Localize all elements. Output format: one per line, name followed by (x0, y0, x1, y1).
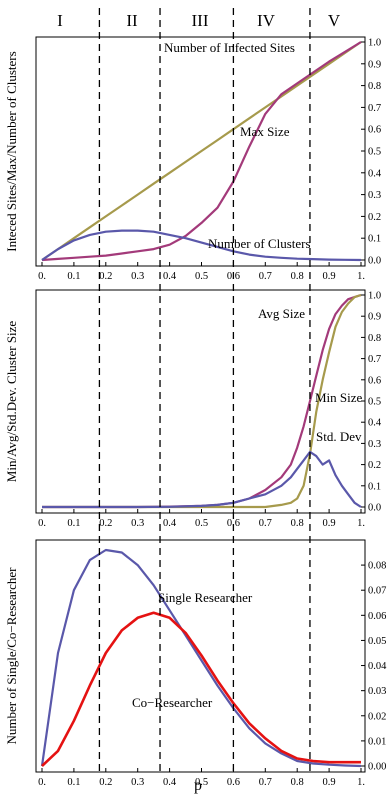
x-tick-label: 0.3 (131, 271, 144, 282)
region-dividers (98, 8, 311, 772)
y-tick-label: 0.2 (368, 212, 381, 223)
y-tick-label: 0.6 (368, 125, 381, 136)
x-tick-label: 0.8 (291, 271, 304, 282)
series-line-2 (41, 611, 361, 767)
region-labels: I II III IV V (57, 11, 341, 30)
region-label-IV: IV (257, 11, 276, 30)
chart-panel-3: 0. 0.1 0.2 0.3 0.4 0.5 0.6 0.7 0.8 0.9 1.0.00 0.01 0… (4, 539, 387, 788)
series-annotation: Max Size (240, 124, 290, 139)
x-tick-label: 0. (38, 271, 46, 282)
series-line-1 (41, 41, 362, 261)
x-tick-label: 0.1 (67, 271, 80, 282)
x-tick-label: 0.6 (227, 777, 240, 788)
x-tick-label: 0.5 (195, 777, 208, 788)
y-tick-label: 0.06 (368, 611, 386, 622)
y-tick-label: 0.4 (368, 418, 382, 429)
series-line-3 (41, 229, 362, 262)
y-tick-label: 0.08 (368, 561, 386, 572)
series-annotation: Min Size (315, 390, 363, 405)
chart-panel-2: 0. 0.1 0.2 0.3 0.4 0.5 0.6 0.7 0.8 0.9 1.0.0 0.1 0.2… (4, 289, 382, 529)
y-tick-label: 0.8 (368, 81, 381, 92)
y-tick-label: 0.4 (368, 168, 382, 179)
series-line-1 (40, 548, 362, 768)
x-tick-label: 0.8 (291, 518, 304, 529)
series-annotation: Avg Size (258, 306, 305, 321)
chart-panel-1: 0. 0.1 0.2 0.3 0.4 0.5 0.6 0.7 0.8 0.9 1.0.0 0.1 0.2… (4, 36, 382, 282)
x-tick-label: 1. (357, 777, 365, 788)
x-tick-label: 0.4 (163, 271, 177, 282)
series-line-3 (42, 450, 362, 509)
y-tick-label: 0.00 (368, 762, 386, 773)
x-tick-label: 0.2 (99, 777, 112, 788)
x-tick-label: 0.6 (227, 518, 240, 529)
y-tick-label: 0.9 (368, 59, 381, 70)
series-line-2 (42, 293, 362, 509)
series-annotation: Std. Dev (316, 429, 362, 444)
x-tick-label: 0.5 (195, 518, 208, 529)
y-tick-label: 1.0 (368, 291, 381, 302)
y-axis-label: Inteced Sites/Max/Number of Clusters (4, 51, 19, 251)
x-tick-label: 0.9 (323, 518, 336, 529)
x-axis-label: p (194, 777, 202, 794)
y-tick-label: 0.3 (368, 190, 381, 201)
y-tick-label: 0.5 (368, 397, 381, 408)
y-tick-label: 1.0 (368, 38, 381, 49)
y-tick-label: 0.1 (368, 234, 381, 245)
y-axis-label: Min/Avg/Std.Dev. Cluster Size (4, 321, 19, 483)
y-tick-label: 0.03 (368, 686, 386, 697)
region-label-I: I (57, 11, 63, 30)
y-tick-label: 0.0 (368, 503, 381, 514)
y-tick-label: 0.5 (368, 147, 381, 158)
y-tick-label: 0.6 (368, 375, 381, 386)
y-tick-label: 0.02 (368, 711, 386, 722)
x-tick-label: 1. (357, 518, 365, 529)
x-tick-label: 0.7 (259, 518, 272, 529)
y-tick-label: 0.01 (368, 736, 386, 747)
x-tick-label: 0.7 (259, 271, 272, 282)
x-tick-label: 0.9 (323, 271, 336, 282)
x-tick-label: 0.1 (67, 518, 80, 529)
y-tick-label: 0.7 (368, 354, 381, 365)
x-tick-label: 0.1 (67, 777, 80, 788)
region-label-II: II (126, 11, 138, 30)
y-tick-label: 0.05 (368, 636, 386, 647)
y-tick-label: 0.8 (368, 333, 381, 344)
y-tick-label: 0.07 (368, 586, 386, 597)
y-tick-label: 0.04 (368, 661, 387, 672)
y-tick-label: 0.9 (368, 312, 381, 323)
series-annotation: Single Researcher (158, 590, 253, 605)
series-annotation: Number of Infected Sites (164, 40, 295, 55)
plot-frame (35, 539, 366, 773)
x-tick-label: 0.2 (99, 518, 112, 529)
y-tick-label: 0.1 (368, 481, 381, 492)
x-tick-label: 0.2 (99, 271, 112, 282)
y-tick-label: 0.0 (368, 256, 381, 267)
x-tick-label: 0.5 (195, 271, 208, 282)
chart-panels: 0. 0.1 0.2 0.3 0.4 0.5 0.6 0.7 0.8 0.9 1.0.00.10.2… (4, 36, 387, 788)
y-tick-label: 0.3 (368, 439, 381, 450)
series-annotation: Number of Clusters (208, 236, 311, 251)
series-line-1 (42, 293, 362, 509)
x-tick-label: 0. (38, 777, 46, 788)
x-tick-label: 0.4 (163, 777, 177, 788)
x-tick-label: 0.3 (131, 777, 144, 788)
x-tick-label: 1. (357, 271, 365, 282)
y-axis-label: Number of Single/Co−Researcher (4, 567, 19, 745)
y-tick-label: 0.2 (368, 460, 381, 471)
x-tick-label: 0. (38, 518, 46, 529)
series-annotation: Co−Researcher (132, 695, 213, 710)
x-tick-label: 0.7 (259, 777, 272, 788)
y-tick-label: 0.7 (368, 103, 381, 114)
region-label-V: V (328, 11, 341, 30)
x-tick-label: 0.4 (163, 518, 177, 529)
x-tick-label: 0.3 (131, 518, 144, 529)
region-label-III: III (192, 11, 209, 30)
series-line-2 (41, 41, 362, 262)
x-tick-label: 0.8 (291, 777, 304, 788)
x-tick-label: 0.9 (323, 777, 336, 788)
